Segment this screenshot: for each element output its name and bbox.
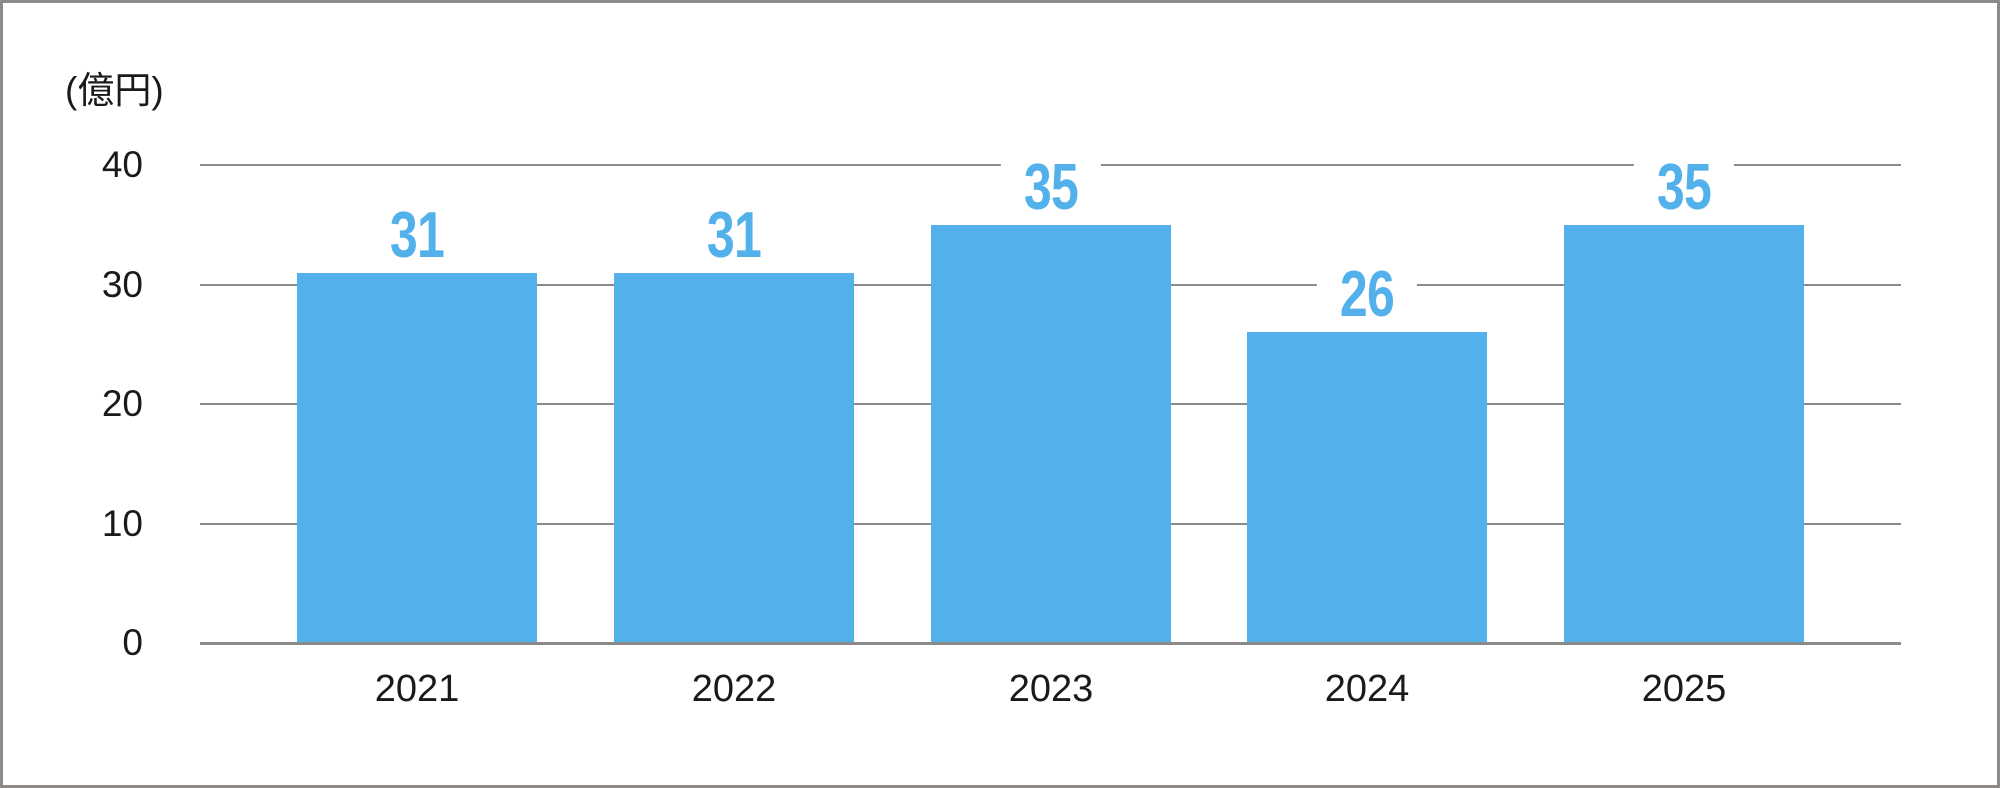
x-tick-label: 2025 (1641, 668, 1727, 710)
y-axis-unit-label: (億円) (65, 70, 164, 111)
x-tick-label: 2023 (1008, 668, 1094, 710)
y-tick-label: 40 (101, 144, 143, 185)
y-tick-label: 10 (101, 503, 143, 544)
bar-2023 (931, 225, 1171, 642)
x-tick-label: 2021 (374, 668, 460, 710)
bar-2024 (1247, 332, 1487, 642)
y-tick-label: 30 (101, 264, 143, 305)
bar-2021 (297, 273, 537, 642)
x-tick-label: 2022 (691, 668, 777, 710)
y-tick-label: 20 (101, 383, 143, 424)
y-tick-label: 0 (122, 622, 143, 663)
x-axis-baseline (200, 642, 1901, 645)
x-tick-label: 2024 (1324, 668, 1410, 710)
bar-value-label: 26 (1316, 261, 1418, 326)
bar-2022 (614, 273, 854, 642)
bar-2025 (1564, 225, 1804, 642)
bar-value-label: 31 (683, 202, 785, 267)
bar-value-label: 35 (1000, 154, 1102, 219)
bar-value-label: 35 (1633, 154, 1735, 219)
bar-value-label: 31 (366, 202, 468, 267)
